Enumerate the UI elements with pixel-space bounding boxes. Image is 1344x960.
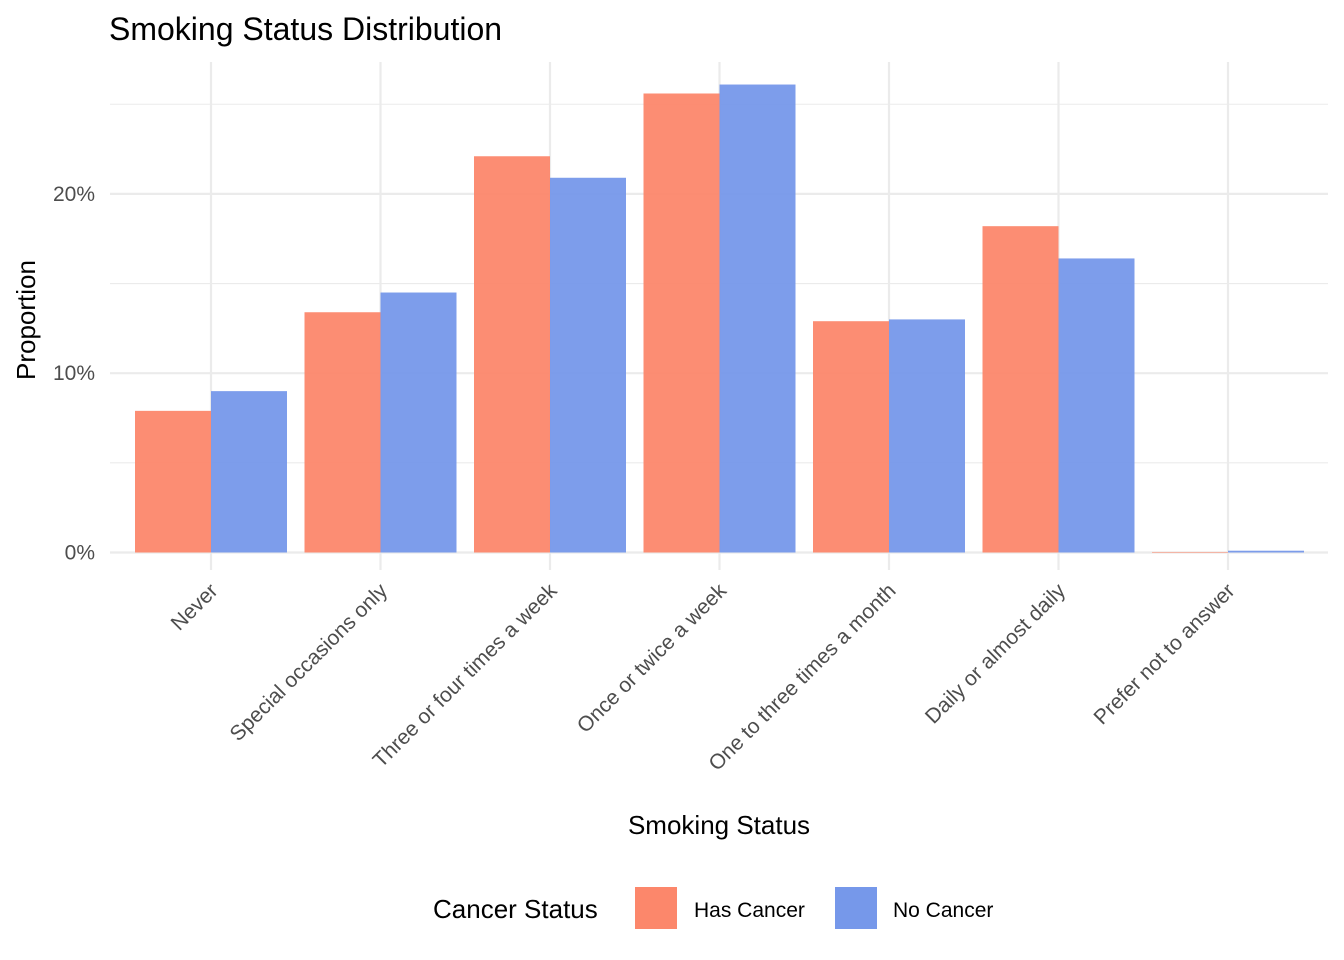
x-tick-label: Once or twice a week: [573, 579, 732, 738]
x-tick-label: Never: [167, 579, 223, 635]
bar-no-cancer: [550, 177, 626, 553]
legend-label: No Cancer: [893, 899, 993, 922]
bar-no-cancer: [1058, 258, 1135, 553]
x-axis-title: Smoking Status: [628, 810, 810, 840]
chart-title: Smoking Status Distribution: [109, 11, 502, 47]
x-tick-label: Three or four times a week: [369, 579, 562, 772]
bars: [135, 84, 1304, 553]
y-tick-label: 0%: [65, 542, 95, 565]
bar-has-cancer: [813, 321, 889, 553]
legend-label: Has Cancer: [694, 899, 805, 922]
legend-title: Cancer Status: [433, 894, 598, 924]
y-axis-ticks: 0% 10% 20%: [53, 183, 95, 565]
y-tick-label: 20%: [53, 183, 95, 206]
legend-key-no-cancer: [835, 887, 877, 929]
x-tick-label: Prefer not to answer: [1090, 579, 1240, 729]
bar-no-cancer: [380, 292, 457, 553]
bar-has-cancer: [643, 93, 720, 553]
y-axis-title: Proportion: [11, 260, 41, 380]
bar-has-cancer: [1152, 551, 1228, 553]
bar-no-cancer: [211, 391, 287, 553]
bar-has-cancer: [135, 410, 211, 553]
legend-key-has-cancer: [635, 887, 677, 929]
bar-no-cancer: [719, 84, 796, 553]
bar-has-cancer: [474, 156, 550, 553]
x-tick-label: Special occasions only: [226, 579, 393, 746]
bar-no-cancer: [1228, 550, 1304, 553]
x-tick-label: One to three times a month: [704, 579, 900, 775]
bar-has-cancer: [304, 312, 381, 553]
y-tick-label: 10%: [53, 362, 95, 385]
bar-no-cancer: [889, 319, 965, 553]
legend: Cancer Status Has Cancer No Cancer: [433, 887, 993, 929]
bar-has-cancer: [982, 226, 1059, 553]
x-tick-label: Daily or almost daily: [921, 579, 1070, 728]
